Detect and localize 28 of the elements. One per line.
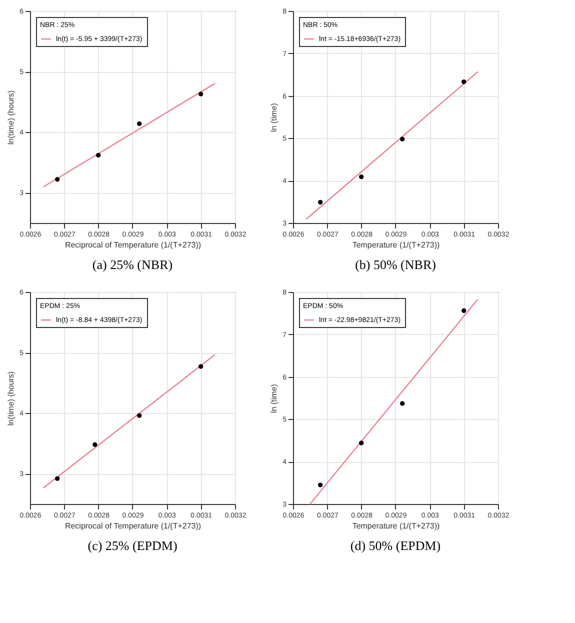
point [92,442,98,447]
x-axis-title: Temperature (1/(T+273)) [352,522,440,530]
point [400,136,405,142]
point [461,79,466,84]
point [96,152,101,158]
y-axis-title: ln(time) (hours) [6,90,16,145]
point [318,482,323,488]
x-axis-title: Reciprocal of Temperature (1/(T+273)) [64,240,202,250]
text: (c) 25% (EPDM) [88,538,178,553]
point [198,364,204,369]
point [54,476,60,481]
point [358,440,364,446]
text: (b) 50% (NBR) [355,257,436,272]
y-axis-title: ln(time) (hours) [6,371,16,426]
text: (d) 50% (EPDM) [350,538,441,553]
point [358,174,364,180]
point [136,413,142,418]
point [318,200,323,205]
point [54,177,60,182]
y-axis-title: ln (time) [270,384,279,413]
x-axis-title: Reciprocal of Temperature (1/(T+273)) [64,522,202,530]
point [461,308,466,313]
x-axis-title: Temperature (1/(T+273)) [352,240,440,250]
y-axis-title: ln (time) [270,102,279,132]
point [136,121,142,126]
point [400,401,405,406]
text: (a) 25% (NBR) [92,257,173,272]
point [198,92,204,96]
